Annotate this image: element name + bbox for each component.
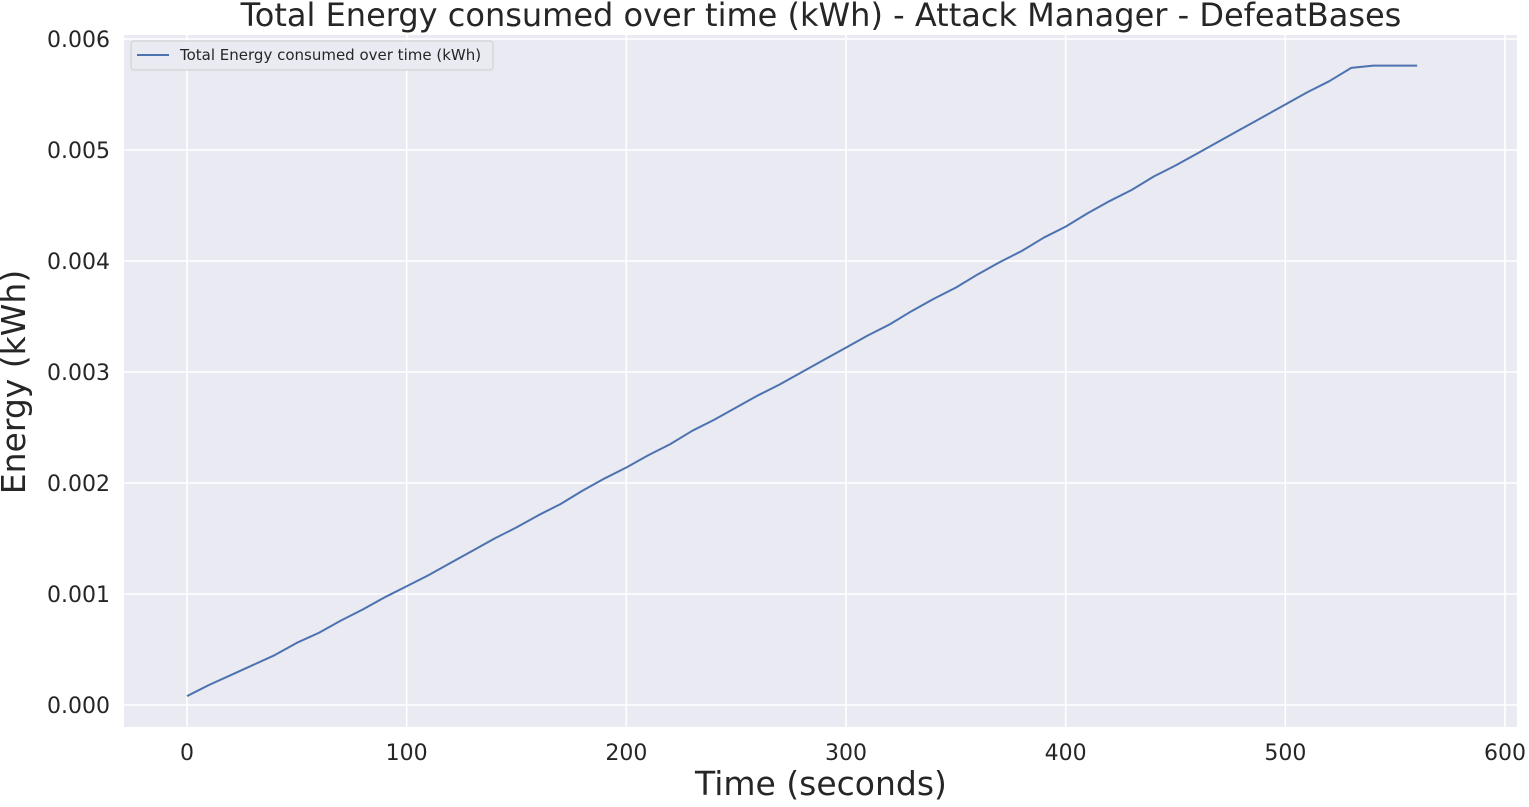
- y-tick-label: 0.001: [47, 583, 110, 608]
- series-line: [186, 64, 1418, 698]
- x-axis-ticks: 0 100 200 300 400 500 600: [180, 741, 1526, 766]
- x-tick-label: 100: [386, 741, 428, 766]
- x-axis-label: Time (seconds): [694, 764, 947, 803]
- gridlines: [124, 35, 1517, 727]
- y-tick-label: 0.003: [47, 361, 110, 386]
- y-tick-label: 0.006: [47, 28, 110, 53]
- y-axis-ticks: 0.000 0.001 0.002 0.003 0.004 0.005 0.006: [47, 28, 110, 719]
- y-tick-label: 0.000: [47, 694, 110, 719]
- y-tick-label: 0.004: [47, 250, 110, 275]
- legend-box: [130, 40, 494, 71]
- plot-area: [124, 35, 1517, 727]
- y-tick-label: 0.005: [47, 139, 110, 164]
- x-tick-label: 300: [825, 741, 867, 766]
- series-layer: [186, 64, 1418, 698]
- y-tick-label: 0.002: [47, 472, 110, 497]
- x-tick-label: 400: [1045, 741, 1087, 766]
- y-axis-label: Energy (kWh): [0, 270, 33, 494]
- x-tick-label: 0: [180, 741, 194, 766]
- x-tick-label: 600: [1484, 741, 1526, 766]
- legend-label: Total Energy consumed over time (kWh): [179, 46, 481, 64]
- x-tick-label: 500: [1264, 741, 1306, 766]
- x-tick-label: 200: [605, 741, 647, 766]
- legend: Total Energy consumed over time (kWh): [130, 40, 494, 71]
- chart-title: Total Energy consumed over time (kWh) - …: [240, 0, 1402, 34]
